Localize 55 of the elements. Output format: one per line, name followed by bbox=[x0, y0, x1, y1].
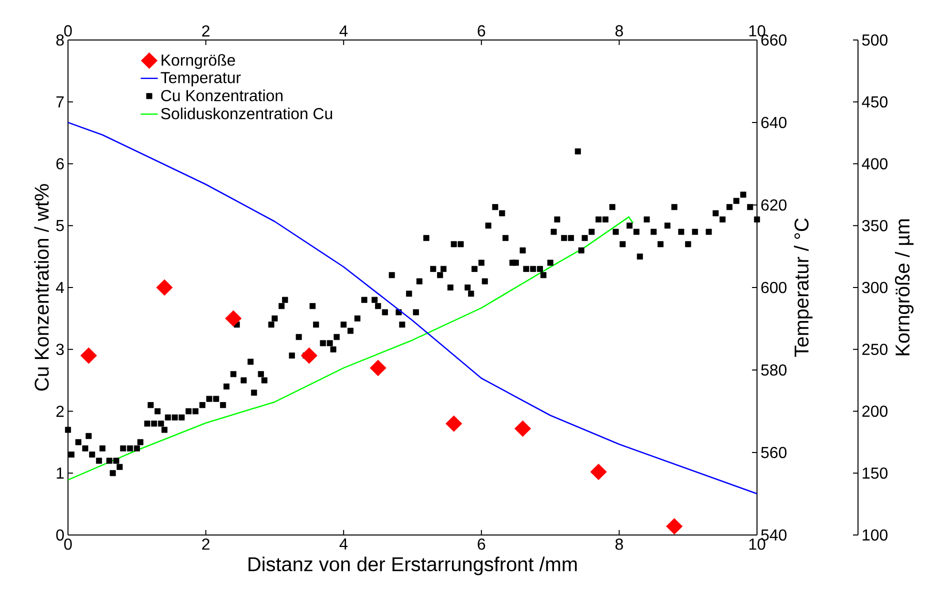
x-tick-label: 4 bbox=[340, 538, 348, 550]
legend-label: Cu Konzentration bbox=[161, 90, 282, 102]
point bbox=[370, 360, 386, 376]
y2-axis-title: Temperatur / °C bbox=[794, 218, 813, 357]
y-tick-label: 5 bbox=[56, 220, 64, 232]
x-tick-label: 6 bbox=[478, 538, 486, 550]
y3-axis-title: Korngröße / µm bbox=[894, 219, 914, 356]
legend-label: Korngröße bbox=[162, 54, 235, 69]
legend-label: Temperatur bbox=[160, 72, 241, 86]
y3-tick-label: 450 bbox=[862, 96, 888, 108]
point bbox=[514, 420, 532, 437]
x-axis-title: Distanz von der Erstarrungsfront /mm bbox=[248, 556, 577, 576]
y-tick-label: 8 bbox=[56, 34, 64, 46]
x2-tick-label: 0 bbox=[64, 25, 72, 36]
point bbox=[590, 464, 607, 480]
y3-tick-label: 400 bbox=[862, 158, 888, 170]
y3-tick-label: 300 bbox=[862, 282, 888, 294]
y3-tick-label: 100 bbox=[862, 529, 888, 541]
x2-tick-label: 4 bbox=[340, 26, 348, 36]
x-tick-label: 8 bbox=[615, 538, 623, 550]
y-axis-title: Cu Konzentration / wt% bbox=[34, 184, 49, 391]
y3-tick-label: 150 bbox=[862, 467, 888, 479]
x2-tick-label: 6 bbox=[478, 25, 486, 36]
x2-tick-label: 2 bbox=[202, 25, 210, 36]
y2-tick-label: 540 bbox=[761, 529, 786, 541]
x-tick-label: 0 bbox=[64, 538, 72, 550]
y2-tick-label: 620 bbox=[761, 199, 786, 211]
y2-tick-label: 580 bbox=[761, 364, 786, 376]
y2-tick-label: 640 bbox=[761, 116, 786, 128]
point bbox=[666, 518, 683, 535]
point bbox=[80, 347, 97, 364]
y-tick-label: 1 bbox=[56, 468, 64, 479]
y2-tick-label: 560 bbox=[761, 446, 786, 458]
y3-tick-label: 250 bbox=[862, 344, 888, 356]
line-series bbox=[68, 216, 634, 481]
point bbox=[225, 310, 242, 327]
y2-tick-label: 660 bbox=[761, 34, 786, 46]
point bbox=[156, 279, 173, 296]
y-tick-label: 3 bbox=[56, 344, 64, 356]
y-tick-label: 7 bbox=[56, 96, 64, 108]
y3-tick-label: 500 bbox=[862, 34, 888, 46]
y2-tick-label: 600 bbox=[761, 282, 786, 294]
point bbox=[300, 347, 318, 364]
point bbox=[446, 415, 462, 432]
y-tick-label: 4 bbox=[56, 282, 64, 293]
y-tick-label: 6 bbox=[56, 158, 64, 170]
legend-label: Soliduskonzentration Cu bbox=[161, 108, 332, 120]
y3-tick-label: 350 bbox=[862, 220, 888, 232]
y3-tick-label: 200 bbox=[862, 406, 888, 417]
x-tick-label: 10 bbox=[749, 538, 766, 550]
x2-tick-label: 8 bbox=[615, 25, 623, 36]
y-tick-label: 2 bbox=[56, 406, 64, 417]
y-tick-label: 0 bbox=[56, 529, 64, 541]
x2-tick-label: 10 bbox=[749, 25, 766, 36]
x-tick-label: 2 bbox=[202, 538, 210, 550]
